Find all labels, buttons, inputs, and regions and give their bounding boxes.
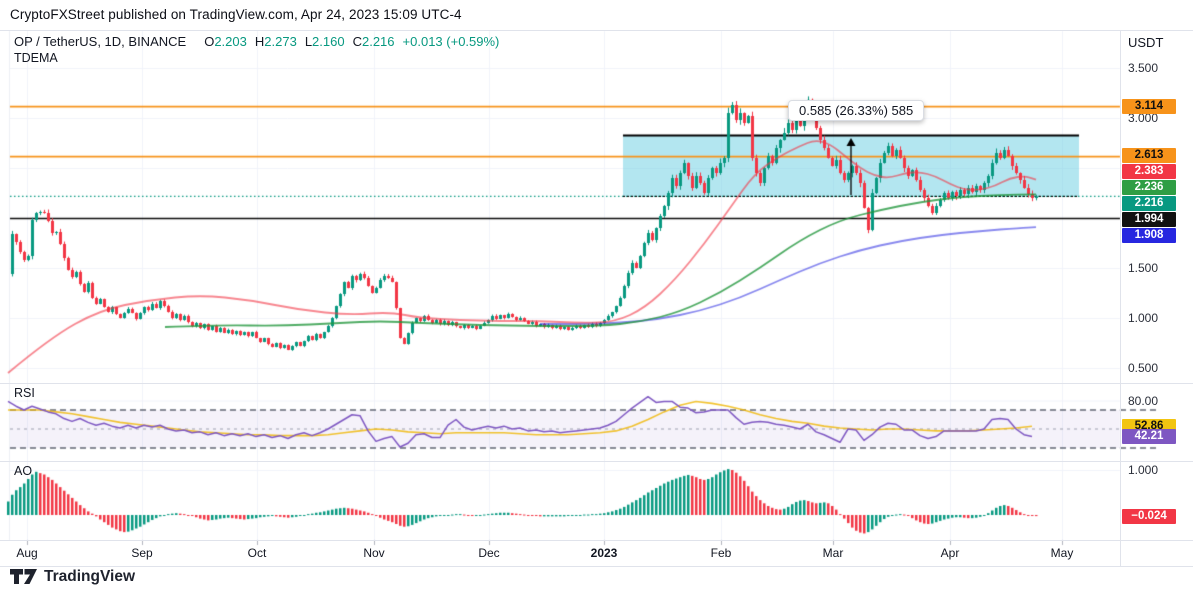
price-badge-2.613: 2.613 xyxy=(1122,148,1176,163)
symbol-legend: OP / TetherUS, 1D, BINANCE O2.203 H2.273 L2… xyxy=(14,34,499,49)
time-label-sep: Sep xyxy=(131,546,153,560)
time-label-oct: Oct xyxy=(247,546,267,560)
low-value: 2.160 xyxy=(312,34,345,49)
close-label: C xyxy=(352,34,362,49)
time-label-mar: Mar xyxy=(822,546,844,560)
time-label-2023: 2023 xyxy=(590,546,618,560)
price-tick-3.000: 3.000 xyxy=(1128,111,1159,125)
open-value: 2.203 xyxy=(214,34,247,49)
time-label-aug: Aug xyxy=(16,546,38,560)
rsi-pane-divider[interactable] xyxy=(0,383,1193,384)
price-badge-2.236: 2.236 xyxy=(1122,180,1176,195)
price-tick-1.000: 1.000 xyxy=(1128,311,1159,325)
time-label-apr: Apr xyxy=(940,546,960,560)
bottom-divider xyxy=(0,566,1193,567)
top-divider xyxy=(0,30,1193,31)
timeaxis-divider xyxy=(0,540,1193,541)
time-label-nov: Nov xyxy=(363,546,385,560)
price-axis-unit: USDT xyxy=(1128,35,1164,50)
tradingview-logo[interactable]: TradingView xyxy=(10,568,135,586)
rsi-tick-80.00: 80.00 xyxy=(1128,393,1159,408)
price-badge-1.994: 1.994 xyxy=(1122,212,1176,227)
open-label: O xyxy=(204,34,215,49)
indicator-title-rsi[interactable]: RSI xyxy=(14,386,35,400)
price-badge-2.383: 2.383 xyxy=(1122,164,1176,179)
change-value: +0.013 (+0.59%) xyxy=(402,34,500,49)
tradingview-logo-icon xyxy=(10,569,37,584)
time-label-may: May xyxy=(1050,546,1074,560)
ao-badge-−0.024: −0.024 xyxy=(1122,508,1176,524)
tradingview-logo-text: TradingView xyxy=(44,568,136,585)
high-label: H xyxy=(254,34,265,49)
price-badge-1.908: 1.908 xyxy=(1122,228,1176,243)
close-value: 2.216 xyxy=(361,34,395,49)
ao-tick-1.000: 1.000 xyxy=(1128,463,1159,477)
price-tick-0.500: 0.500 xyxy=(1128,361,1159,375)
indicator-title-tdema[interactable]: TDEMA xyxy=(14,51,58,65)
time-label-feb: Feb xyxy=(710,546,732,560)
symbol-title[interactable]: OP / TetherUS, 1D, BINANCE xyxy=(14,34,187,49)
time-label-dec: Dec xyxy=(478,546,500,560)
price-badge-3.114: 3.114 xyxy=(1122,99,1176,115)
low-label: L xyxy=(304,34,313,49)
ao-pane-divider[interactable] xyxy=(0,461,1193,462)
price-tick-3.500: 3.500 xyxy=(1128,61,1159,75)
publisher-credit: CryptoFXStreet published on TradingView.… xyxy=(10,7,462,22)
price-tick-1.500: 1.500 xyxy=(1128,261,1159,275)
high-value: 2.273 xyxy=(264,34,297,49)
axis-divider xyxy=(1120,30,1121,567)
indicator-title-ao[interactable]: AO xyxy=(14,464,33,478)
measure-tooltip: 0.585 (26.33%) 585 xyxy=(788,100,925,121)
price-badge-2.216: 2.216 xyxy=(1122,196,1176,211)
rsi-badge-42.21: 42.21 xyxy=(1122,428,1176,444)
